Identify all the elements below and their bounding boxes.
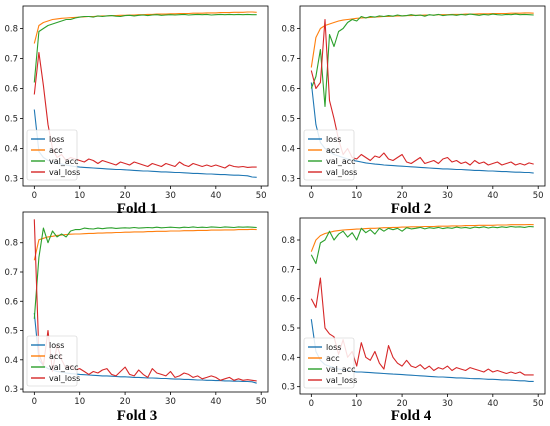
- panel-title-fold-3: Fold 3: [117, 408, 157, 424]
- legend-label-val-acc: val_acc: [326, 157, 356, 166]
- panels-group: 0.3 0.4 0.5 0.6 0.7 0.8 0 10 20 30 40 50 loss acc val_…: [4, 5, 546, 409]
- chart-panel-4: 0.3 0.4 0.5 0.6 0.7 0.8 0 10 20 30 40 50 loss acc val_…: [281, 217, 546, 409]
- chart-panel-2: 0.3 0.4 0.5 0.6 0.7 0.8 0 10 20 30 40 50 loss acc val_…: [281, 5, 546, 201]
- x-tick-label: 40: [210, 397, 221, 407]
- x-tick-label: 0: [309, 399, 314, 409]
- panel-title-fold-2: Fold 2: [391, 201, 431, 217]
- panel-title-fold-4: Fold 4: [391, 408, 432, 424]
- y-tick-label: 0.6: [4, 297, 18, 307]
- y-tick-label: 0.5: [4, 327, 18, 337]
- x-tick-label: 20: [397, 191, 408, 201]
- y-tick-label: 0.5: [281, 324, 295, 334]
- legend-label-val-acc: val_acc: [49, 363, 79, 372]
- series-line-acc: [310, 223, 534, 252]
- x-tick-label: 50: [256, 397, 267, 407]
- legend-label-val-loss: val_loss: [326, 376, 357, 385]
- y-tick-label: 0.3: [281, 383, 295, 393]
- y-tick-label: 0.5: [281, 115, 295, 125]
- legend-box: [303, 129, 355, 181]
- legend-label-acc: acc: [49, 146, 63, 155]
- x-tick-label: 50: [256, 191, 267, 201]
- y-tick-label: 0.6: [281, 295, 295, 305]
- x-tick-label: 20: [120, 397, 131, 407]
- x-tick-label: 10: [351, 399, 362, 409]
- legend-label-loss: loss: [326, 343, 341, 352]
- x-tick-label: 10: [74, 191, 85, 201]
- legend: loss acc val_acc val_loss: [26, 129, 80, 181]
- series-line-acc: [33, 228, 257, 261]
- y-tick-label: 0.8: [4, 239, 18, 249]
- x-tick-label: 20: [120, 191, 131, 201]
- series-line-val-acc: [310, 13, 534, 108]
- series-line-val-acc: [310, 225, 534, 265]
- chart-panel-1: 0.3 0.4 0.5 0.6 0.7 0.8 0 10 20 30 40 50 loss acc val_…: [4, 5, 269, 201]
- legend-label-loss: loss: [49, 341, 64, 350]
- x-tick-label: 0: [32, 191, 37, 201]
- series-line-val-acc: [33, 226, 257, 319]
- legend-label-loss: loss: [49, 135, 64, 144]
- y-tick-label: 0.6: [4, 85, 18, 95]
- legend-box: [26, 335, 78, 387]
- legend-label-val-loss: val_loss: [49, 374, 80, 383]
- x-tick-label: 30: [165, 397, 176, 407]
- legend-label-loss: loss: [326, 135, 341, 144]
- legend-label-acc: acc: [49, 352, 63, 361]
- y-tick-label: 0.3: [4, 175, 18, 185]
- legend-label-val-loss: val_loss: [49, 168, 80, 177]
- x-tick-label: 0: [32, 397, 37, 407]
- y-tick-label: 0.7: [281, 265, 295, 275]
- legend-box: [303, 337, 355, 389]
- legend-label-val-acc: val_acc: [49, 157, 79, 166]
- legend: loss acc val_acc val_loss: [303, 337, 357, 389]
- y-tick-label: 0.4: [4, 356, 18, 366]
- y-tick-label: 0.7: [4, 268, 18, 278]
- y-tick-label: 0.4: [281, 353, 295, 363]
- x-tick-label: 50: [533, 399, 544, 409]
- x-tick-label: 10: [351, 191, 362, 201]
- y-tick-label: 0.6: [281, 85, 295, 95]
- series-line-val-acc: [33, 13, 257, 83]
- panel-title-fold-1: Fold 1: [117, 201, 157, 217]
- series-line-acc: [33, 11, 257, 44]
- x-tick-label: 40: [487, 191, 498, 201]
- y-tick-label: 0.7: [4, 55, 18, 65]
- y-tick-label: 0.5: [4, 115, 18, 125]
- legend: loss acc val_acc val_loss: [303, 129, 357, 181]
- y-tick-label: 0.7: [281, 55, 295, 65]
- x-tick-label: 30: [442, 399, 453, 409]
- x-tick-label: 10: [74, 397, 85, 407]
- x-tick-label: 20: [397, 399, 408, 409]
- y-tick-label: 0.4: [281, 145, 295, 155]
- legend-label-val-acc: val_acc: [326, 365, 356, 374]
- x-tick-label: 30: [442, 191, 453, 201]
- legend-box: [26, 129, 78, 181]
- chart-panel-3: 0.3 0.4 0.5 0.6 0.7 0.8 0 10 20 30 40 50 loss acc val_…: [4, 211, 269, 407]
- legend: loss acc val_acc val_loss: [26, 335, 80, 387]
- y-tick-label: 0.8: [4, 25, 18, 35]
- y-tick-label: 0.3: [281, 175, 295, 185]
- legend-label-val-loss: val_loss: [326, 168, 357, 177]
- y-tick-label: 0.3: [4, 385, 18, 395]
- x-tick-label: 30: [165, 191, 176, 201]
- y-tick-label: 0.8: [281, 25, 295, 35]
- legend-label-acc: acc: [326, 354, 340, 363]
- y-tick-label: 0.4: [4, 145, 18, 155]
- x-tick-label: 0: [309, 191, 314, 201]
- legend-label-acc: acc: [326, 146, 340, 155]
- x-tick-label: 40: [210, 191, 221, 201]
- x-tick-label: 50: [533, 191, 544, 201]
- y-tick-label: 0.8: [281, 236, 295, 246]
- x-tick-label: 40: [487, 399, 498, 409]
